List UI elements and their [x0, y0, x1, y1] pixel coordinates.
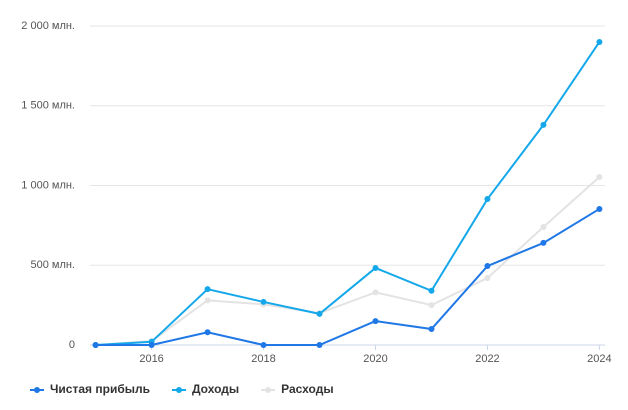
point — [596, 174, 603, 181]
point — [596, 38, 603, 45]
point — [260, 298, 267, 305]
point — [316, 310, 323, 317]
series-line — [95, 176, 601, 346]
legend-symbol — [175, 387, 182, 393]
y-tick-label: 0 — [69, 339, 75, 351]
point — [92, 342, 99, 348]
y-tick-label: 500 млн. — [30, 259, 75, 271]
point — [484, 263, 491, 270]
point — [540, 239, 547, 246]
point — [148, 342, 155, 348]
legend-symbol — [34, 387, 40, 393]
x-tick-label: 2020 — [363, 353, 387, 365]
y-tick-label: 1 000 млн. — [21, 179, 75, 191]
series-line — [95, 41, 601, 346]
point — [428, 326, 435, 333]
point — [428, 287, 435, 294]
legend-label: Чистая прибыль — [50, 382, 150, 396]
point — [428, 302, 435, 309]
point — [540, 121, 547, 128]
point — [484, 196, 491, 203]
x-tick-label: 2016 — [139, 353, 163, 365]
point — [484, 275, 491, 282]
legend-symbol — [265, 387, 272, 393]
legend-label: Доходы — [192, 382, 239, 396]
point — [316, 342, 323, 348]
point — [372, 264, 379, 271]
series-line — [95, 208, 600, 346]
x-tick-label: 2018 — [251, 353, 275, 365]
point — [372, 289, 379, 296]
y-tick-label: 1 500 млн. — [21, 100, 75, 112]
legend-label: Расходы — [281, 382, 333, 396]
point — [540, 223, 547, 230]
point — [372, 318, 379, 325]
point — [204, 297, 211, 304]
point — [204, 329, 211, 336]
point — [596, 205, 603, 212]
point — [204, 286, 211, 293]
x-tick-label: 2024 — [587, 353, 611, 365]
point — [260, 342, 267, 348]
x-tick-label: 2022 — [475, 353, 499, 365]
y-tick-label: 2 000 млн. — [21, 20, 75, 32]
